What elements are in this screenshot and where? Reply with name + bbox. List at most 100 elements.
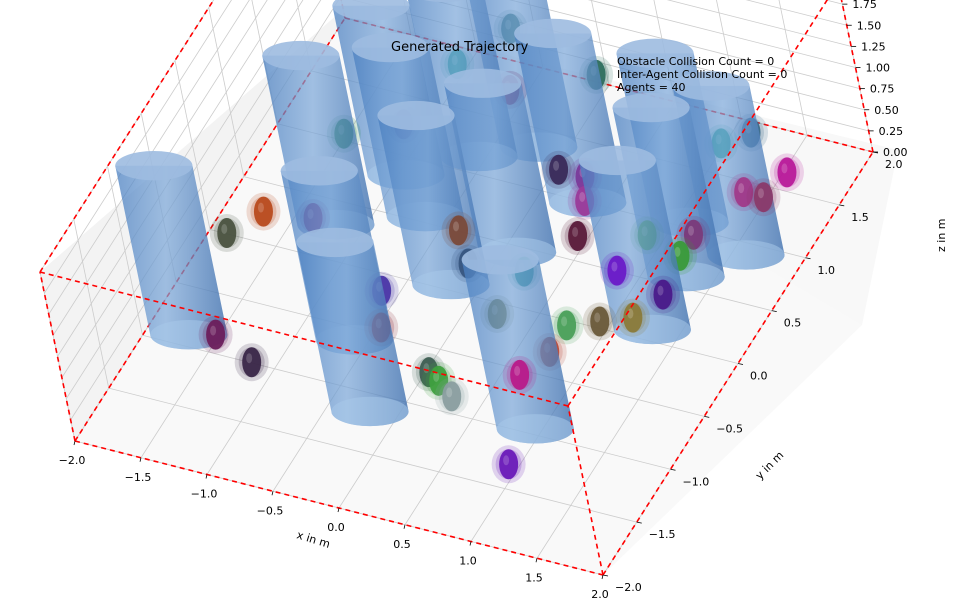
agent-marker xyxy=(769,153,804,192)
grid-line-side-z xyxy=(61,0,304,378)
obstacle-top xyxy=(461,245,539,275)
grid-line-back-z xyxy=(430,0,865,111)
obstacle-body xyxy=(296,242,409,427)
agent-highlight xyxy=(611,261,618,272)
agent-highlight xyxy=(514,365,521,376)
inter-agent-collision-count: Inter-Agent Collision Count = 0 xyxy=(617,68,787,81)
z-tick-label: 1.00 xyxy=(866,62,891,75)
agent-body xyxy=(510,359,530,390)
agent-body xyxy=(734,177,754,208)
grid-line-side-z xyxy=(48,0,250,315)
y-tick-label: 1.5 xyxy=(851,211,869,224)
grid-line-floor-y xyxy=(108,387,637,523)
y-tick-mark xyxy=(704,415,710,418)
agent-body xyxy=(217,218,237,249)
x-tick-mark xyxy=(205,474,208,479)
grid-line-side-z xyxy=(57,0,286,357)
y-tick-label: 0.5 xyxy=(784,317,802,330)
obstacle-top xyxy=(377,100,455,131)
x-tick-label: −1.5 xyxy=(125,471,152,484)
x-tick-mark xyxy=(469,541,472,546)
agent-highlight xyxy=(594,312,601,323)
x-tick-label: −0.5 xyxy=(257,504,284,517)
y-tick-mark xyxy=(602,574,609,577)
y-tick-label: −0.5 xyxy=(716,422,743,435)
z-tick-label: 1.50 xyxy=(857,19,882,32)
bounds-edge xyxy=(39,271,76,442)
y-tick-label: 0.0 xyxy=(750,370,768,383)
agent-highlight xyxy=(210,325,217,336)
agent-body xyxy=(242,347,262,378)
obstacle-top xyxy=(578,145,656,176)
x-axis-label: x in m xyxy=(295,528,332,550)
agent-body xyxy=(607,255,627,286)
obstacle-top xyxy=(443,68,522,98)
agent-marker xyxy=(491,445,526,484)
agent-highlight xyxy=(757,188,764,199)
grid-line-floor-y xyxy=(176,281,705,417)
agent-highlight xyxy=(688,225,694,236)
obstacle-top xyxy=(672,71,750,101)
agent-highlight xyxy=(738,183,745,194)
agent-marker xyxy=(599,251,634,290)
obstacle-base xyxy=(331,396,409,427)
bounds-edge xyxy=(39,0,215,273)
x-tick-label: 2.0 xyxy=(591,588,609,601)
grid-line-side-z xyxy=(52,0,268,336)
agent-body xyxy=(590,306,610,337)
agent-body xyxy=(653,279,673,310)
bounds-edge xyxy=(840,0,874,153)
bounds-edge xyxy=(39,271,569,407)
x-tick-mark xyxy=(271,491,274,496)
chart-title: Generated Trajectory xyxy=(391,40,529,55)
grid-line-back-z xyxy=(509,0,860,90)
agent-body xyxy=(777,157,797,188)
agent-body xyxy=(206,319,226,350)
obstacle-body xyxy=(115,165,228,350)
obstacle-cylinder xyxy=(672,71,785,270)
y-tick-mark xyxy=(737,363,744,365)
obstacle-top xyxy=(115,151,193,181)
agent-highlight xyxy=(503,455,510,466)
agent-marker xyxy=(209,214,244,253)
agent-marker xyxy=(198,315,233,354)
agent-highlight xyxy=(579,191,586,202)
y-tick-mark xyxy=(771,310,777,313)
agent-body xyxy=(753,182,773,213)
y-tick-label: −2.0 xyxy=(615,581,642,594)
x-tick-mark xyxy=(535,558,538,563)
agent-marker xyxy=(441,211,476,250)
obstacle-cylinder xyxy=(461,245,574,444)
agent-body xyxy=(442,381,462,412)
x-tick-label: 1.5 xyxy=(525,571,543,584)
obstacle-top xyxy=(332,0,410,21)
obstacle-top xyxy=(280,156,358,186)
agent-highlight xyxy=(446,387,453,398)
z-tick-label: 1.25 xyxy=(861,40,886,53)
x-tick-label: −2.0 xyxy=(59,454,86,467)
x-tick-label: 0.5 xyxy=(393,538,411,551)
agent-body xyxy=(557,310,577,341)
obstacle-top xyxy=(612,92,690,123)
agent-marker xyxy=(615,298,650,337)
agent-body xyxy=(684,219,703,250)
grid-line-back-z xyxy=(745,0,847,26)
bounds-edge xyxy=(602,151,874,576)
x-tick-mark xyxy=(601,574,604,580)
agent-marker xyxy=(234,343,269,382)
agent-marker xyxy=(645,275,680,314)
obstacle-top xyxy=(616,38,694,68)
obstacle-cylinder xyxy=(296,227,409,427)
obstacle-body xyxy=(672,85,785,270)
z-tick-label: 0.50 xyxy=(874,104,899,117)
agent-highlight xyxy=(627,308,634,319)
agent-body xyxy=(549,154,569,185)
grid-line-back-z xyxy=(587,0,856,68)
agent-body xyxy=(568,221,588,252)
agent-highlight xyxy=(657,285,664,296)
obstacle-top xyxy=(351,32,429,63)
agent-marker xyxy=(541,150,576,189)
z-tick-label: 0.25 xyxy=(879,125,904,138)
x-tick-mark xyxy=(337,507,340,513)
agent-body xyxy=(499,449,519,480)
